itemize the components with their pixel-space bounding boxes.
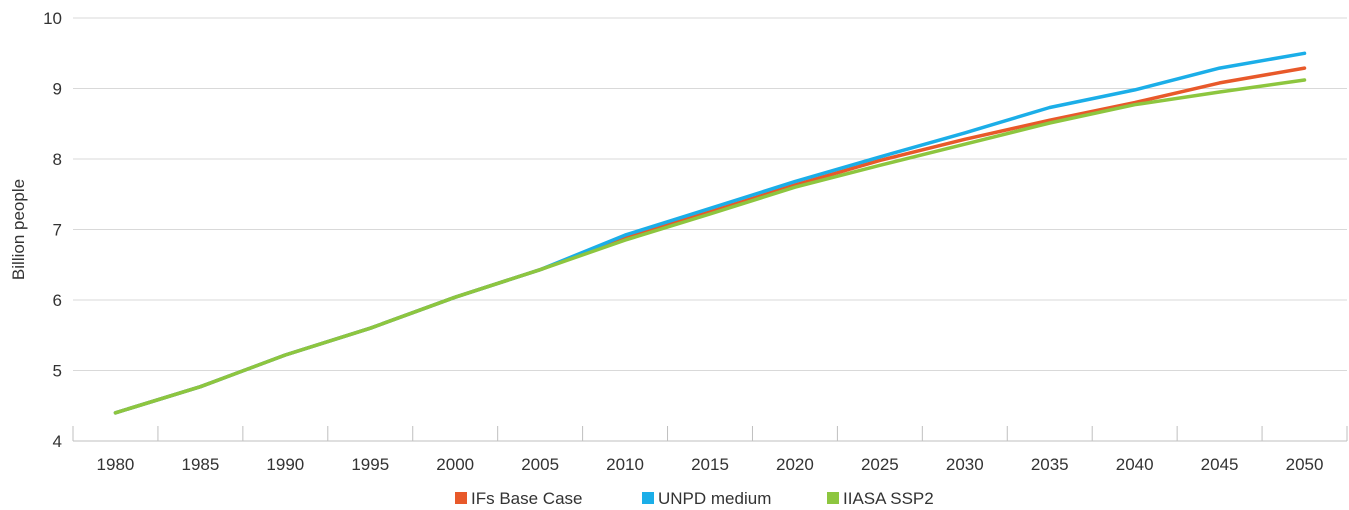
legend-item: UNPD medium [642, 489, 771, 508]
x-tick-label: 2010 [606, 455, 644, 474]
x-tick-label: 1995 [351, 455, 389, 474]
y-tick-label: 9 [53, 80, 62, 99]
series-line-ifs-base-case [113, 66, 1307, 415]
legend: IFs Base Case UNPD medium IIASA SSP2 [455, 489, 934, 508]
legend-item: IIASA SSP2 [827, 489, 934, 508]
x-tick-label: 1985 [181, 455, 219, 474]
legend-swatch [827, 492, 839, 504]
legend-swatch [455, 492, 467, 504]
legend-swatch [642, 492, 654, 504]
x-tick-label: 1990 [266, 455, 304, 474]
x-tick-label: 2045 [1201, 455, 1239, 474]
x-tick-label: 2050 [1286, 455, 1324, 474]
legend-label: IIASA SSP2 [843, 489, 934, 508]
y-tick-label: 10 [43, 9, 62, 28]
x-axis-tick-labels: 1980 1985 1990 1995 2000 2005 2010 2015 2020 2025… [97, 455, 1324, 474]
legend-label: UNPD medium [658, 489, 771, 508]
legend-label: IFs Base Case [471, 489, 583, 508]
x-tick-label: 2005 [521, 455, 559, 474]
y-tick-label: 6 [53, 291, 62, 310]
y-tick-label: 5 [53, 362, 62, 381]
x-tick-label: 2025 [861, 455, 899, 474]
y-axis-title: Billion people [9, 179, 28, 280]
x-axis-ticks [72, 426, 1348, 441]
y-axis-tick-labels: 4 5 6 7 8 9 10 [43, 9, 62, 451]
x-tick-label: 2015 [691, 455, 729, 474]
legend-item: IFs Base Case [455, 489, 583, 508]
y-tick-label: 4 [53, 432, 62, 451]
series-line-iiasa-ssp2 [113, 78, 1307, 415]
gridlines [73, 17, 1347, 442]
x-tick-label: 2040 [1116, 455, 1154, 474]
x-tick-label: 2000 [436, 455, 474, 474]
series-lines [113, 51, 1307, 415]
y-tick-label: 7 [53, 221, 62, 240]
y-tick-label: 8 [53, 150, 62, 169]
x-tick-label: 2020 [776, 455, 814, 474]
x-tick-label: 2035 [1031, 455, 1069, 474]
x-tick-label: 2030 [946, 455, 984, 474]
x-tick-label: 1980 [97, 455, 135, 474]
